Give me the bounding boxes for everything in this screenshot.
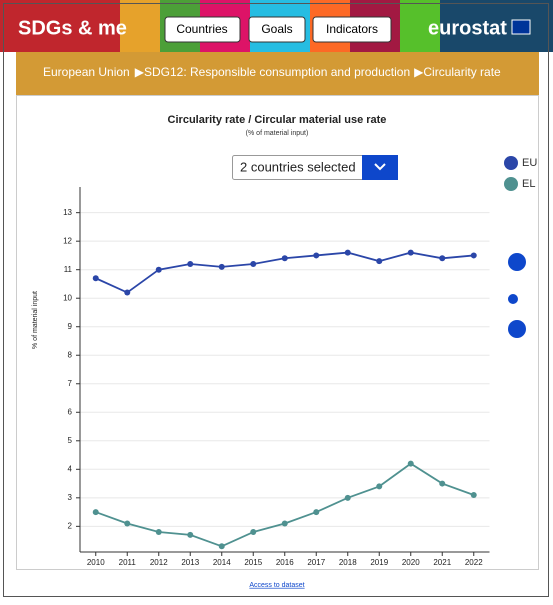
selector-label[interactable]: 2 countries selected — [240, 159, 356, 174]
y-tick-label: 4 — [68, 464, 73, 473]
breadcrumb-bar — [16, 52, 539, 95]
data-point — [218, 263, 225, 270]
x-tick-label: 2019 — [370, 558, 388, 567]
data-point — [470, 491, 477, 498]
legend-label: EL — [522, 178, 535, 190]
data-point — [281, 255, 288, 262]
data-point — [344, 249, 351, 256]
data-point — [250, 260, 257, 267]
chart-subtitle: (% of material input) — [246, 130, 309, 137]
x-tick-label: 2012 — [150, 558, 168, 567]
data-point — [124, 520, 131, 527]
data-point — [344, 494, 351, 501]
y-tick-label: 7 — [68, 379, 73, 388]
data-point — [407, 249, 414, 256]
nav-button[interactable]: Indicators — [312, 16, 392, 43]
country-selector[interactable]: 2 countries selected — [232, 155, 399, 180]
share-icons[interactable] — [508, 253, 526, 338]
nav-label[interactable]: Indicators — [326, 22, 378, 36]
y-tick-label: 13 — [63, 208, 72, 217]
nav-button[interactable]: Countries — [164, 16, 241, 43]
y-tick-label: 10 — [63, 293, 72, 302]
x-tick-label: 2020 — [402, 558, 420, 567]
x-tick-label: 2013 — [181, 558, 199, 567]
chart-panel — [16, 95, 539, 570]
y-tick-label: 3 — [68, 493, 73, 502]
chart-title: Circularity rate / Circular material use… — [168, 114, 387, 126]
data-point — [376, 483, 383, 490]
x-tick-label: 2011 — [119, 558, 137, 567]
brand[interactable]: eurostat — [428, 17, 507, 39]
nav-button[interactable]: Goals — [248, 16, 306, 43]
x-tick-label: 2014 — [213, 558, 231, 567]
x-tick-label: 2010 — [87, 558, 105, 567]
y-tick-label: 2 — [68, 521, 73, 530]
breadcrumb: European Union ▶SDG12: Responsible consum… — [43, 65, 501, 79]
data-point — [376, 258, 383, 265]
y-tick-label: 5 — [68, 436, 73, 445]
frame — [3, 3, 549, 597]
data-point — [155, 529, 162, 536]
nav-label[interactable]: Goals — [261, 22, 292, 36]
x-tick-label: 2021 — [433, 558, 451, 567]
logo[interactable]: SDGs & me — [18, 17, 127, 39]
breadcrumb-item[interactable]: SDG12: Responsible consumption and produ… — [144, 65, 410, 79]
y-axis-label: % of material input — [32, 291, 39, 349]
data-point — [92, 509, 99, 516]
y-tick-label: 9 — [68, 322, 73, 331]
data-point — [313, 252, 320, 259]
data-point — [218, 543, 225, 550]
data-point — [313, 509, 320, 516]
data-point — [187, 531, 194, 538]
x-tick-label: 2016 — [276, 558, 294, 567]
data-point — [92, 275, 99, 282]
data-point — [281, 520, 288, 527]
eu-flag — [511, 19, 531, 35]
data-point — [124, 289, 131, 296]
legend-label: EU — [522, 157, 537, 169]
y-tick-label: 11 — [64, 265, 73, 274]
nav-label[interactable]: Countries — [176, 22, 227, 36]
x-tick-label: 2018 — [339, 558, 357, 567]
data-point — [187, 260, 194, 267]
breadcrumb-item[interactable]: Circularity rate — [423, 65, 501, 79]
data-point — [250, 529, 257, 536]
data-point — [407, 460, 414, 467]
x-tick-label: 2017 — [307, 558, 325, 567]
data-point — [439, 480, 446, 487]
data-point — [470, 252, 477, 259]
x-tick-label: 2022 — [465, 558, 483, 567]
x-tick-label: 2015 — [244, 558, 262, 567]
legend-marker — [504, 156, 518, 170]
data-point — [155, 266, 162, 273]
breadcrumb-item[interactable]: European Union — [43, 65, 130, 79]
legend-marker — [504, 177, 518, 191]
y-tick-label: 8 — [68, 350, 73, 359]
dataset-link[interactable]: Access to dataset — [249, 582, 304, 589]
data-point — [439, 255, 446, 262]
y-tick-label: 6 — [68, 407, 73, 416]
y-tick-label: 12 — [63, 236, 72, 245]
